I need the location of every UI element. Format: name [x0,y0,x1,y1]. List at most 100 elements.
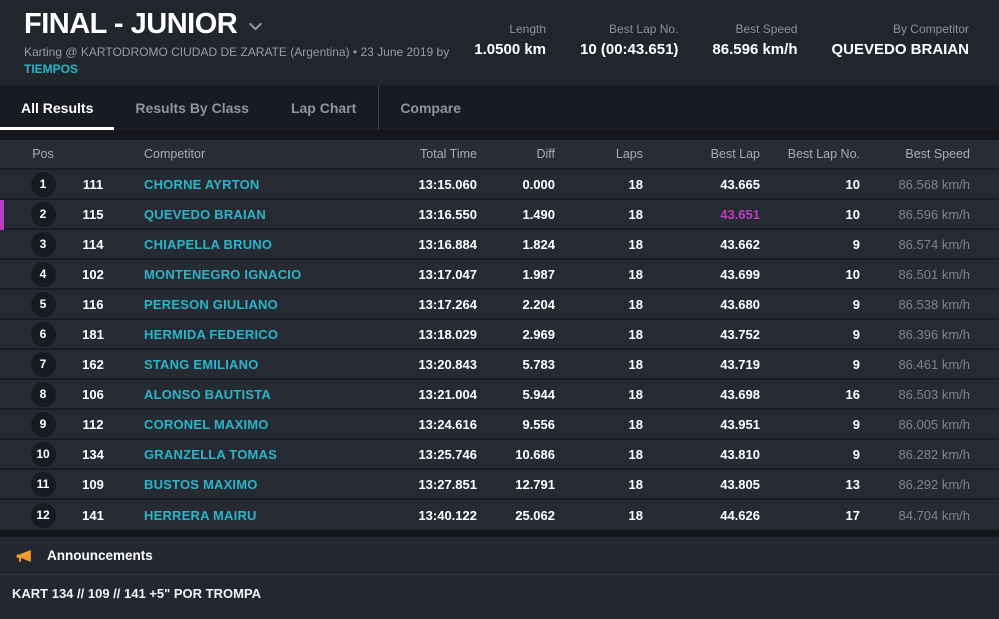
pos-cell: 10 [0,441,64,467]
stat-length: Length 1.0500 km [474,22,546,85]
best-speed: 86.538 km/h [898,296,970,312]
tab-compare[interactable]: Compare [378,85,482,130]
competitor-link[interactable]: PERESON GIULIANO [144,296,278,312]
pos-badge: 5 [30,291,56,317]
kart-number: 162 [82,356,104,372]
best-lap-no: 10 [845,176,860,192]
competitor-cell: QUEVEDO BRAIAN [136,207,357,222]
pos-badge: 11 [30,471,56,497]
laps: 18 [628,176,643,192]
best-lap-no: 9 [852,446,860,462]
best-lap-no: 16 [845,386,860,402]
best-lap-no: 9 [852,356,860,372]
pos-badge: 3 [30,231,56,257]
competitor-link[interactable]: QUEVEDO BRAIAN [144,206,266,222]
stat-label: Best Lap No. [609,22,679,36]
table-row[interactable]: 1 111 CHORNE AYRTON 13:15.060 0.000 18 43.665 1… [0,170,999,200]
best-lap-no: 13 [845,476,860,492]
competitor-link[interactable]: CHIAPELLA BRUNO [144,236,273,252]
best-lap: 43.698 [720,386,760,402]
best-lap: 43.665 [720,176,760,192]
stat-value: 10 (00:43.651) [580,41,679,58]
competitor-link[interactable]: CHORNE AYRTON [144,176,260,192]
competitor-cell: ALONSO BAUTISTA [136,387,357,402]
competitor-link[interactable]: ALONSO BAUTISTA [144,386,271,402]
pos-badge: 12 [30,502,56,528]
table-row[interactable]: 11 109 BUSTOS MAXIMO 13:27.851 12.791 18 43.80… [0,470,999,500]
pos-badge: 9 [30,411,56,437]
best-speed: 86.282 km/h [898,446,970,462]
competitor-link[interactable]: BUSTOS MAXIMO [144,476,258,492]
diff: 1.490 [522,206,555,222]
table-row[interactable]: 9 112 CORONEL MAXIMO 13:24.616 9.556 18 43.951… [0,410,999,440]
best-lap: 43.680 [720,296,760,312]
pos-cell: 9 [0,411,64,437]
table-row[interactable]: 2 115 QUEVEDO BRAIAN 13:16.550 1.490 18 43.651… [0,200,999,230]
organizer-link[interactable]: TIEMPOS [24,62,79,77]
best-speed: 86.568 km/h [898,176,970,192]
diff: 0.000 [522,176,555,192]
table-row[interactable]: 7 162 STANG EMILIANO 13:20.843 5.783 18 43.719… [0,350,999,380]
table-row[interactable]: 4 102 MONTENEGRO IGNACIO 13:17.047 1.987 18 43… [0,260,999,290]
best-lap: 43.651 [720,206,760,222]
best-lap-no: 9 [852,296,860,312]
best-speed: 86.501 km/h [898,266,970,282]
announcement-text: KART 134 // 109 // 141 +5" POR TROMPA [12,586,262,601]
best-speed: 86.461 km/h [898,356,970,372]
tab-all-results[interactable]: All Results [0,85,115,130]
column-header-best-lap-no: Best Lap No. [787,147,860,161]
table-row[interactable]: 6 181 HERMIDA FEDERICO 13:18.029 2.969 18 43.7… [0,320,999,350]
total-time: 13:25.746 [418,446,477,462]
column-header-pos: Pos [32,147,54,161]
results-tab-bar: All Results Results By Class Lap Chart Comp… [0,85,999,130]
page-title[interactable]: FINAL - JUNIOR [24,8,238,40]
kart-number: 114 [82,236,104,252]
diff: 2.204 [522,296,555,312]
competitor-cell: STANG EMILIANO [136,357,357,372]
table-row[interactable]: 10 134 GRANZELLA TOMAS 13:25.746 10.686 18 43.… [0,440,999,470]
column-header-laps: Laps [615,147,643,161]
kart-number: 109 [82,476,104,492]
competitor-cell: CHORNE AYRTON [136,177,357,192]
tab-lap-chart[interactable]: Lap Chart [290,99,357,116]
tab-results-by-class[interactable]: Results By Class [135,99,249,116]
stat-value: 1.0500 km [474,41,547,58]
table-row[interactable]: 8 106 ALONSO BAUTISTA 13:21.004 5.944 18 43.69… [0,380,999,410]
best-lap-no: 9 [852,326,860,342]
pos-badge: 7 [30,351,56,377]
megaphone-icon [15,546,34,565]
kart-number: 181 [82,326,104,342]
competitor-link[interactable]: HERRERA MAIRU [144,507,257,523]
kart-number: 116 [82,296,104,312]
competitor-link[interactable]: HERMIDA FEDERICO [144,326,279,342]
diff: 12.791 [515,476,555,492]
competitor-cell: CHIAPELLA BRUNO [136,237,357,252]
total-time: 13:40.122 [418,507,477,523]
pos-cell: 11 [0,471,64,497]
competitor-link[interactable]: GRANZELLA TOMAS [144,446,277,462]
laps: 18 [628,326,643,342]
best-lap: 43.752 [720,326,760,342]
total-time: 13:24.616 [418,416,477,432]
laps: 18 [628,416,643,432]
results-table: Pos Competitor Total Time Diff Laps Best… [0,140,999,530]
competitor-cell: HERRERA MAIRU [136,508,357,523]
table-row[interactable]: 5 116 PERESON GIULIANO 13:17.264 2.204 18 43.6… [0,290,999,320]
diff: 5.944 [522,386,555,402]
chevron-down-icon[interactable] [247,18,264,35]
pos-cell: 12 [0,502,64,528]
pos-cell: 2 [0,201,64,227]
best-lap-no: 10 [845,266,860,282]
best-speed: 86.292 km/h [898,476,970,492]
announcements-panel: Announcements KART 134 // 109 // 141 +5"… [0,537,999,619]
table-row[interactable]: 3 114 CHIAPELLA BRUNO 13:16.884 1.824 18 43.66… [0,230,999,260]
diff: 9.556 [522,416,555,432]
best-speed: 86.574 km/h [898,236,970,252]
table-row[interactable]: 12 141 HERRERA MAIRU 13:40.122 25.062 18 44.62… [0,500,999,530]
competitor-link[interactable]: MONTENEGRO IGNACIO [144,266,302,282]
competitor-link[interactable]: STANG EMILIANO [144,356,259,372]
column-header-best-speed: Best Speed [905,147,970,161]
competitor-link[interactable]: CORONEL MAXIMO [144,416,269,432]
pos-cell: 6 [0,321,64,347]
column-header-competitor: Competitor [144,147,206,161]
